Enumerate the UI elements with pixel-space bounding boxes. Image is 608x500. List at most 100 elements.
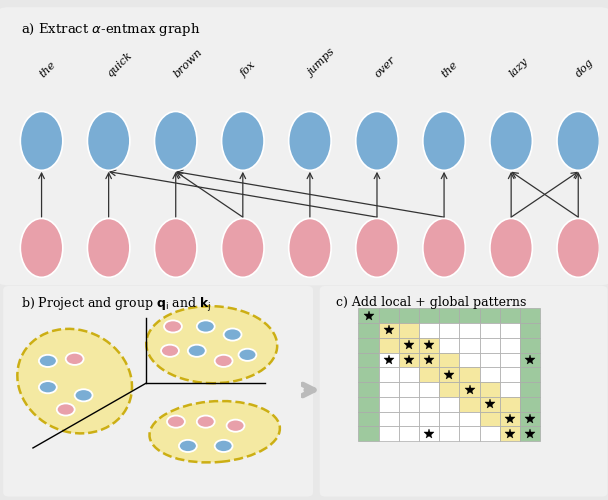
Bar	[520, 426, 541, 442]
Bar	[439, 308, 460, 323]
Bar	[439, 412, 460, 426]
Circle shape	[227, 420, 244, 432]
FancyArrowPatch shape	[303, 384, 314, 396]
Bar	[359, 382, 379, 397]
Text: brown: brown	[171, 47, 204, 80]
Text: fox: fox	[239, 60, 258, 80]
Ellipse shape	[154, 218, 197, 278]
Bar	[399, 368, 419, 382]
Bar	[399, 412, 419, 426]
Ellipse shape	[221, 112, 264, 170]
Bar	[460, 352, 480, 368]
Bar	[359, 426, 379, 442]
Ellipse shape	[154, 112, 197, 170]
Bar	[520, 412, 541, 426]
Bar	[379, 368, 399, 382]
Circle shape	[179, 440, 197, 452]
Bar	[439, 397, 460, 411]
Bar	[500, 352, 520, 368]
Text: lazy: lazy	[507, 56, 530, 80]
Bar	[439, 323, 460, 338]
Bar	[399, 323, 419, 338]
Text: dog: dog	[574, 58, 596, 80]
Circle shape	[188, 344, 206, 357]
Bar	[399, 426, 419, 442]
Ellipse shape	[289, 218, 331, 278]
Circle shape	[164, 320, 182, 332]
FancyBboxPatch shape	[320, 286, 607, 496]
Bar	[460, 382, 480, 397]
Text: quick: quick	[105, 50, 133, 80]
Circle shape	[238, 348, 257, 361]
Circle shape	[215, 440, 232, 452]
Bar	[500, 308, 520, 323]
Bar	[460, 412, 480, 426]
Bar	[500, 382, 520, 397]
Circle shape	[161, 344, 179, 357]
Ellipse shape	[88, 218, 130, 278]
Text: b) Project and group $\mathbf{q}_\mathrm{i}$ and $\mathbf{k}_\mathrm{j}$: b) Project and group $\mathbf{q}_\mathrm…	[21, 296, 212, 314]
Ellipse shape	[150, 401, 280, 462]
Ellipse shape	[17, 329, 132, 434]
Bar	[439, 426, 460, 442]
Bar	[359, 352, 379, 368]
Ellipse shape	[356, 218, 398, 278]
Bar	[500, 323, 520, 338]
Bar	[379, 397, 399, 411]
Bar	[379, 323, 399, 338]
Bar	[480, 323, 500, 338]
Bar	[419, 338, 439, 352]
Bar	[359, 397, 379, 411]
Text: a) Extract $\alpha$-entmax graph: a) Extract $\alpha$-entmax graph	[21, 20, 200, 38]
Bar	[439, 338, 460, 352]
Bar	[460, 323, 480, 338]
Circle shape	[39, 381, 57, 394]
Bar	[379, 338, 399, 352]
FancyBboxPatch shape	[0, 7, 608, 285]
Ellipse shape	[20, 112, 63, 170]
Circle shape	[75, 389, 92, 402]
Ellipse shape	[423, 112, 465, 170]
Bar	[419, 412, 439, 426]
Bar	[520, 368, 541, 382]
Ellipse shape	[88, 112, 130, 170]
Bar	[419, 352, 439, 368]
Circle shape	[197, 320, 215, 332]
Ellipse shape	[490, 218, 533, 278]
Circle shape	[167, 416, 185, 428]
Bar	[520, 352, 541, 368]
Bar	[500, 412, 520, 426]
Bar	[480, 382, 500, 397]
Bar	[379, 426, 399, 442]
Ellipse shape	[289, 112, 331, 170]
Bar	[419, 323, 439, 338]
Bar	[379, 352, 399, 368]
Bar	[399, 308, 419, 323]
Circle shape	[215, 355, 232, 367]
Bar	[520, 308, 541, 323]
Bar	[480, 368, 500, 382]
Ellipse shape	[147, 306, 277, 383]
Bar	[419, 426, 439, 442]
Bar	[359, 412, 379, 426]
Bar	[359, 308, 379, 323]
Circle shape	[39, 355, 57, 367]
Text: over: over	[373, 54, 398, 80]
Bar	[480, 308, 500, 323]
Text: the: the	[440, 60, 460, 80]
Bar	[460, 368, 480, 382]
Circle shape	[57, 404, 75, 415]
Bar	[379, 412, 399, 426]
Ellipse shape	[490, 112, 533, 170]
Bar	[520, 397, 541, 411]
Bar	[480, 352, 500, 368]
Bar	[419, 368, 439, 382]
Ellipse shape	[557, 218, 599, 278]
Ellipse shape	[423, 218, 465, 278]
Bar	[419, 382, 439, 397]
Text: the: the	[38, 60, 57, 80]
Bar	[520, 338, 541, 352]
Bar	[460, 397, 480, 411]
Bar	[500, 368, 520, 382]
Circle shape	[197, 416, 215, 428]
